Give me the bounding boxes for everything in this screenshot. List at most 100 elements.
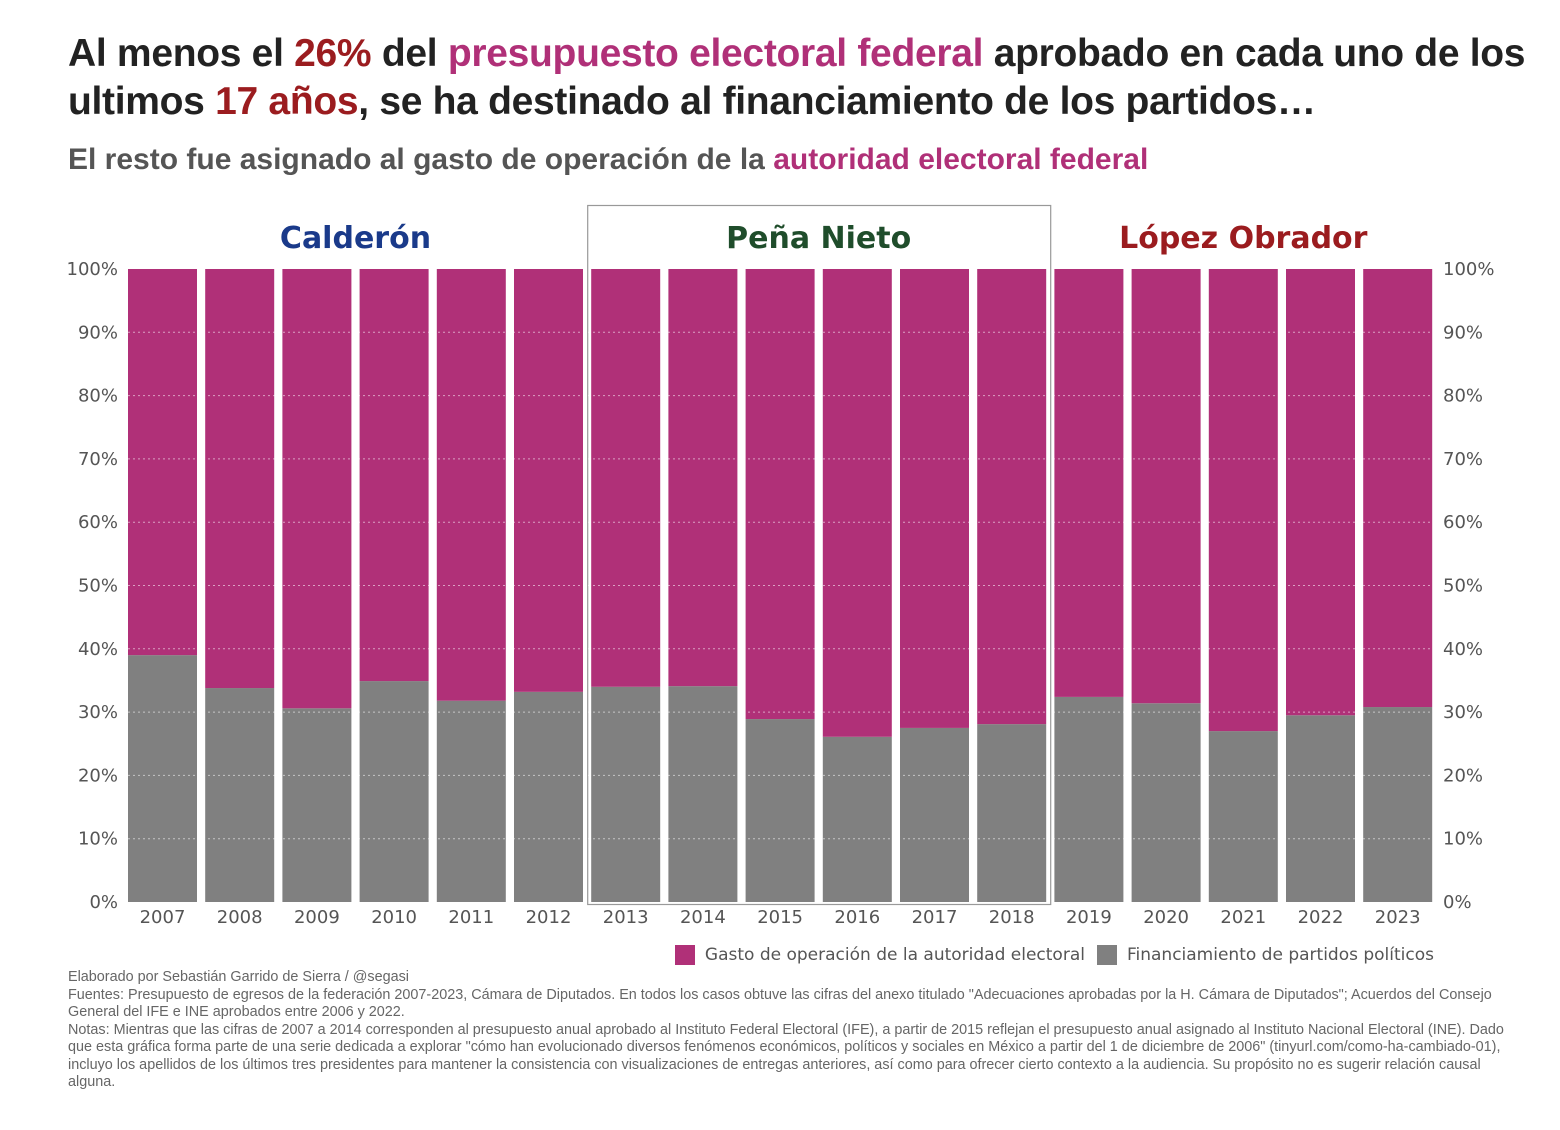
x-tick-label: 2013 bbox=[603, 907, 649, 928]
bar-segment-authority bbox=[514, 269, 583, 692]
period-label: López Obrador bbox=[1119, 221, 1368, 256]
y-tick-label-left: 100% bbox=[67, 259, 118, 280]
y-tick-label-left: 40% bbox=[78, 639, 118, 660]
bar-segment-authority bbox=[591, 269, 661, 687]
bar-segment-parties bbox=[359, 681, 429, 902]
bar-segment-authority bbox=[900, 269, 969, 728]
bar-segment-authority bbox=[205, 269, 275, 689]
legend: Gasto de operación de la autoridad elect… bbox=[663, 945, 1434, 965]
x-tick-label: 2012 bbox=[526, 907, 572, 928]
bar-segment-parties bbox=[514, 691, 583, 902]
period-label: Peña Nieto bbox=[726, 221, 911, 256]
title-highlight-percent: 26% bbox=[294, 32, 372, 75]
bar-segment-parties bbox=[591, 686, 661, 902]
x-tick-label: 2007 bbox=[140, 907, 186, 928]
bar-segment-authority bbox=[668, 269, 738, 687]
y-tick-label-right: 50% bbox=[1443, 576, 1483, 597]
x-tick-label: 2015 bbox=[757, 907, 803, 928]
bar-segment-authority bbox=[1131, 269, 1201, 704]
footer-notes: Notas: Mientras que las cifras de 2007 a… bbox=[68, 1021, 1504, 1091]
bar-segment-parties bbox=[436, 700, 506, 902]
title-text-2: del bbox=[371, 32, 448, 75]
chart-title: Al menos el 26% del presupuesto electora… bbox=[68, 30, 1528, 126]
bar-segment-parties bbox=[205, 688, 275, 902]
title-text-3: aprobado en cada uno de los ultimos bbox=[68, 32, 1526, 123]
y-tick-label-left: 60% bbox=[78, 512, 118, 533]
x-tick-label: 2014 bbox=[680, 907, 726, 928]
x-tick-label: 2011 bbox=[448, 907, 494, 928]
bar-segment-authority bbox=[282, 269, 352, 709]
footer-sources: Fuentes: Presupuesto de egresos de la fe… bbox=[68, 986, 1492, 1021]
bar-segment-authority bbox=[1363, 269, 1433, 708]
y-tick-label-left: 90% bbox=[78, 322, 118, 343]
x-tick-label: 2010 bbox=[371, 907, 417, 928]
bar-segment-authority bbox=[1054, 269, 1124, 697]
bar-segment-authority bbox=[1208, 269, 1278, 732]
y-tick-label-left: 50% bbox=[78, 576, 118, 597]
y-tick-label-left: 10% bbox=[78, 829, 118, 850]
bar-segment-parties bbox=[1286, 715, 1355, 902]
chart-subtitle: El resto fue asignado al gasto de operac… bbox=[68, 140, 1148, 180]
y-tick-label-right: 20% bbox=[1443, 765, 1483, 786]
y-tick-label-right: 30% bbox=[1443, 702, 1483, 723]
bar-segment-parties bbox=[745, 719, 815, 902]
legend-swatch-parties bbox=[1096, 945, 1117, 965]
x-tick-label: 2009 bbox=[294, 907, 340, 928]
legend-item-parties: Financiamiento de partidos políticos bbox=[1096, 945, 1434, 965]
footer: Elaborado por Sebastián Garrido de Sierr… bbox=[68, 969, 1508, 1092]
axis-layer: 2007 2008 2009 2010 2011 2012 2013 2014 2015 2016… bbox=[67, 259, 1495, 928]
title-text-4: , se ha destinado al financiamiento de l… bbox=[358, 80, 1316, 123]
y-tick-label-right: 40% bbox=[1443, 639, 1483, 660]
period-layer: Calderón Peña Nieto López Obrador bbox=[280, 204, 1368, 906]
x-tick-label: 2008 bbox=[217, 907, 263, 928]
x-tick-label: 2018 bbox=[989, 907, 1035, 928]
y-tick-label-left: 20% bbox=[78, 765, 118, 786]
x-tick-label: 2016 bbox=[834, 907, 880, 928]
x-tick-label: 2017 bbox=[912, 907, 958, 928]
bar-segment-authority bbox=[745, 269, 815, 720]
legend-swatch-authority bbox=[674, 945, 695, 965]
stacked-bar-chart: Calderón Peña Nieto López Obrador 2007 2008… bbox=[67, 204, 1495, 928]
bar-segment-authority bbox=[977, 269, 1047, 725]
bar-segment-parties bbox=[282, 708, 352, 902]
bar-segment-authority bbox=[128, 269, 197, 656]
bar-segment-parties bbox=[1131, 703, 1201, 902]
period-box-pena-nieto bbox=[587, 204, 1052, 906]
bar-segment-parties bbox=[822, 736, 892, 902]
grid-layer bbox=[128, 331, 1433, 840]
y-tick-label-left: 0% bbox=[89, 892, 118, 913]
title-highlight-budget: presupuesto electoral federal bbox=[447, 32, 984, 75]
bar-segment-authority bbox=[359, 269, 429, 682]
subtitle-highlight: autoridad electoral federal bbox=[773, 143, 1149, 176]
bar-segment-authority bbox=[1286, 269, 1355, 716]
y-tick-label-left: 80% bbox=[78, 386, 118, 407]
bar-segment-authority bbox=[822, 269, 892, 737]
x-tick-label: 2019 bbox=[1066, 907, 1112, 928]
bar-segment-parties bbox=[1054, 696, 1124, 902]
footer-credit: Elaborado por Sebastián Garrido de Sierr… bbox=[68, 969, 409, 985]
bar-segment-authority bbox=[436, 269, 506, 701]
title-highlight-years: 17 años bbox=[215, 80, 359, 123]
subtitle-text: El resto fue asignado al gasto de operac… bbox=[68, 143, 774, 176]
legend-label-authority: Gasto de operación de la autoridad elect… bbox=[704, 945, 1085, 965]
y-tick-label-right: 90% bbox=[1443, 322, 1483, 343]
y-tick-label-right: 70% bbox=[1443, 449, 1483, 470]
legend-item-authority: Gasto de operación de la autoridad elect… bbox=[674, 945, 1085, 965]
y-tick-label-right: 0% bbox=[1443, 892, 1472, 913]
legend-label-parties: Financiamiento de partidos políticos bbox=[1126, 945, 1434, 965]
x-tick-label: 2021 bbox=[1220, 907, 1266, 928]
bar-segment-parties bbox=[977, 724, 1047, 902]
x-tick-label: 2023 bbox=[1375, 907, 1421, 928]
y-tick-label-left: 30% bbox=[78, 702, 118, 723]
y-tick-label-right: 10% bbox=[1443, 829, 1483, 850]
period-label: Calderón bbox=[280, 221, 431, 256]
y-tick-label-right: 100% bbox=[1443, 259, 1494, 280]
title-text-1: Al menos el bbox=[68, 32, 295, 75]
bar-segment-parties bbox=[900, 727, 969, 902]
y-tick-label-left: 70% bbox=[78, 449, 118, 470]
y-tick-label-right: 60% bbox=[1443, 512, 1483, 533]
x-tick-label: 2020 bbox=[1143, 907, 1189, 928]
x-tick-label: 2022 bbox=[1298, 907, 1344, 928]
bar-segment-parties bbox=[1363, 707, 1433, 902]
bar-segment-parties bbox=[1208, 731, 1278, 902]
